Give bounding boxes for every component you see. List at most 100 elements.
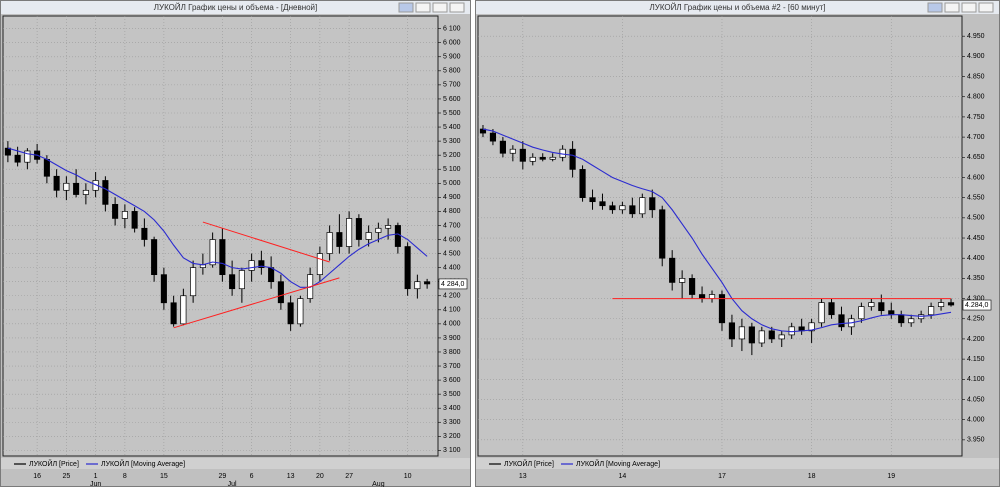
x-tick-label: 1 <box>94 473 98 480</box>
y-tick-label: 4 900 <box>443 194 461 201</box>
candle-body <box>160 274 167 304</box>
title-bar <box>1 1 470 14</box>
y-tick-label: 4.950 <box>967 33 985 40</box>
x-tick-label: 20 <box>316 473 324 480</box>
candle-body <box>209 239 216 266</box>
candle-body <box>219 239 226 276</box>
candle-body <box>385 225 392 229</box>
window-title: ЛУКОЙЛ График цены и объема - [Дневной] <box>154 3 318 12</box>
month-label: Jul <box>228 481 237 487</box>
y-tick-label: 4.300 <box>967 295 985 302</box>
title-bar <box>476 1 999 14</box>
y-tick-label: 5 100 <box>443 166 461 173</box>
candle-body <box>659 209 666 259</box>
candle-body <box>287 302 294 325</box>
y-tick-label: 4 400 <box>443 264 461 271</box>
window-button[interactable] <box>978 2 994 13</box>
y-tick-label: 5 200 <box>443 152 461 159</box>
candle-body <box>549 156 556 160</box>
x-tick-label: 13 <box>287 473 295 480</box>
y-tick-label: 4 100 <box>443 307 461 314</box>
plot-area <box>477 15 963 457</box>
candle-body <box>404 246 411 290</box>
candle-body <box>53 175 60 191</box>
x-tick-label: 8 <box>123 473 127 480</box>
y-tick-label: 5 900 <box>443 54 461 61</box>
y-tick-label: 3 600 <box>443 377 461 384</box>
window-button[interactable] <box>432 2 448 13</box>
y-tick-label: 5 600 <box>443 96 461 103</box>
y-tick-label: 4.100 <box>967 376 985 383</box>
window-button[interactable] <box>961 2 977 13</box>
y-tick-label: 4 500 <box>443 250 461 257</box>
candle-body <box>190 267 197 297</box>
candle-body <box>679 278 686 283</box>
x-tick-label: 15 <box>160 473 168 480</box>
y-tick-label: 4 000 <box>443 321 461 328</box>
candle-body <box>928 306 935 316</box>
x-tick-label: 14 <box>618 473 626 480</box>
candle-body <box>669 257 676 283</box>
candle-body <box>316 253 323 276</box>
candle-body <box>868 302 875 307</box>
window-button[interactable] <box>398 2 414 13</box>
y-tick-label: 4.350 <box>967 275 985 282</box>
candle-body <box>63 182 70 191</box>
y-tick-label: 3 100 <box>443 447 461 454</box>
y-tick-label: 4.500 <box>967 215 985 222</box>
y-tick-label: 5 000 <box>443 180 461 187</box>
legend-label: ЛУКОЙЛ [Moving Average] <box>101 459 185 468</box>
candle-body <box>738 326 745 340</box>
y-tick-label: 4.850 <box>967 73 985 80</box>
candle-body <box>818 302 825 324</box>
candle-body <box>365 232 372 240</box>
candle-body <box>375 227 382 233</box>
x-tick-label: 25 <box>62 473 70 480</box>
y-tick-label: 6 100 <box>443 25 461 32</box>
candle-body <box>355 218 362 240</box>
candle-body <box>519 148 526 162</box>
y-tick-label: 4.650 <box>967 154 985 161</box>
window-button[interactable] <box>415 2 431 13</box>
candle-body <box>24 150 31 163</box>
legend-label: ЛУКОЙЛ [Price] <box>29 459 79 468</box>
y-tick-label: 4 200 <box>443 293 461 300</box>
candle-body <box>43 159 50 177</box>
window-button[interactable] <box>927 2 943 13</box>
x-tick-label: 6 <box>250 473 254 480</box>
y-tick-label: 3.950 <box>967 437 985 444</box>
x-tick-label: 18 <box>808 473 816 480</box>
y-tick-label: 3 500 <box>443 391 461 398</box>
y-tick-label: 4.700 <box>967 134 985 141</box>
y-tick-label: 3 200 <box>443 433 461 440</box>
y-tick-label: 5 400 <box>443 124 461 131</box>
window-button[interactable] <box>449 2 465 13</box>
candle-body <box>828 302 835 316</box>
candle-body <box>82 189 89 195</box>
x-tick-label: 10 <box>404 473 412 480</box>
candle-body <box>858 306 865 320</box>
y-tick-label: 5 300 <box>443 138 461 145</box>
candle-body <box>778 334 785 340</box>
candle-body <box>336 232 343 247</box>
candle-body <box>277 281 284 304</box>
candle-body <box>238 270 245 290</box>
y-tick-label: 3 900 <box>443 335 461 342</box>
candle-body <box>619 205 626 211</box>
candle-body <box>326 232 333 254</box>
candle-body <box>489 132 497 142</box>
candle-body <box>708 294 716 299</box>
candle-body <box>698 294 706 299</box>
y-tick-label: 4.800 <box>967 94 985 101</box>
candle-body <box>758 330 765 344</box>
y-tick-label: 4.750 <box>967 114 985 121</box>
candle-body <box>180 295 187 325</box>
y-tick-label: 4.400 <box>967 255 985 262</box>
candle-body <box>268 267 275 283</box>
moving-average-line <box>482 128 952 333</box>
y-tick-label: 4 700 <box>443 222 461 229</box>
candle-body <box>788 326 795 336</box>
y-tick-label: 4.900 <box>967 53 985 60</box>
window-button[interactable] <box>944 2 960 13</box>
candle-body <box>394 225 401 247</box>
